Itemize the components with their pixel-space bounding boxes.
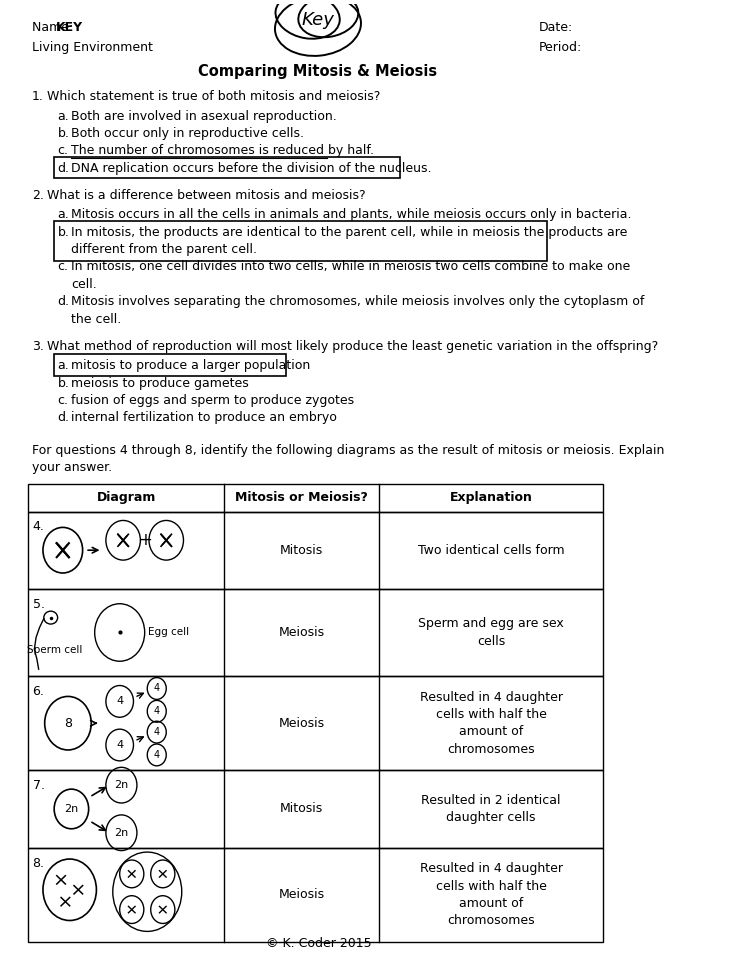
Text: internal fertilization to produce an embryo: internal fertilization to produce an emb… bbox=[71, 411, 338, 425]
Text: Meiosis: Meiosis bbox=[278, 716, 324, 730]
Text: Both occur only in reproductive cells.: Both occur only in reproductive cells. bbox=[71, 127, 305, 140]
Text: c.: c. bbox=[58, 260, 69, 273]
Text: Name:: Name: bbox=[32, 21, 77, 34]
Text: b.: b. bbox=[58, 127, 69, 140]
Text: c.: c. bbox=[58, 144, 69, 157]
Text: different from the parent cell.: different from the parent cell. bbox=[71, 243, 257, 256]
Text: Key: Key bbox=[302, 11, 335, 29]
Text: 4: 4 bbox=[154, 727, 160, 737]
Text: d.: d. bbox=[58, 295, 69, 308]
Text: 8.: 8. bbox=[33, 856, 44, 870]
Text: Meiosis: Meiosis bbox=[278, 626, 324, 639]
Text: What method of reproduction will most likely produce the least genetic variation: What method of reproduction will most li… bbox=[47, 340, 658, 353]
Text: Mitosis involves separating the chromosomes, while meiosis involves only the cyt: Mitosis involves separating the chromoso… bbox=[71, 295, 644, 308]
Text: For questions 4 through 8, identify the following diagrams as the result of mito: For questions 4 through 8, identify the … bbox=[32, 444, 664, 457]
Text: cells: cells bbox=[477, 635, 505, 647]
Text: 1.: 1. bbox=[32, 90, 44, 103]
Text: Comparing Mitosis & Meiosis: Comparing Mitosis & Meiosis bbox=[198, 63, 437, 79]
Text: What is a difference between mitosis and meiosis?: What is a difference between mitosis and… bbox=[47, 190, 366, 202]
Text: 7.: 7. bbox=[33, 780, 44, 792]
Text: Two identical cells form: Two identical cells form bbox=[418, 543, 564, 557]
Text: 2.: 2. bbox=[32, 190, 44, 202]
Text: Resulted in 4 daughter: Resulted in 4 daughter bbox=[420, 862, 563, 875]
Text: +: + bbox=[138, 532, 152, 549]
Text: 5.: 5. bbox=[33, 598, 44, 610]
Text: c.: c. bbox=[58, 394, 69, 407]
Text: chromosomes: chromosomes bbox=[448, 743, 535, 755]
Text: a.: a. bbox=[58, 110, 69, 122]
Text: 3.: 3. bbox=[32, 340, 44, 353]
Text: your answer.: your answer. bbox=[32, 462, 112, 474]
Text: 4.: 4. bbox=[33, 520, 44, 534]
Text: 4: 4 bbox=[154, 683, 160, 693]
Text: KEY: KEY bbox=[56, 21, 83, 34]
Text: Mitosis: Mitosis bbox=[280, 803, 323, 816]
Text: meiosis to produce gametes: meiosis to produce gametes bbox=[71, 377, 249, 390]
Text: Egg cell: Egg cell bbox=[148, 628, 190, 638]
Text: Period:: Period: bbox=[539, 41, 582, 53]
Text: 2n: 2n bbox=[114, 828, 128, 838]
Text: Resulted in 4 daughter: Resulted in 4 daughter bbox=[420, 691, 563, 704]
Text: amount of: amount of bbox=[459, 897, 523, 910]
Text: d.: d. bbox=[58, 161, 69, 175]
Text: Living Environment: Living Environment bbox=[32, 41, 152, 53]
Text: Mitosis or Meiosis?: Mitosis or Meiosis? bbox=[235, 491, 368, 504]
Text: Meiosis: Meiosis bbox=[278, 888, 324, 901]
Text: Mitosis: Mitosis bbox=[280, 543, 323, 557]
Text: In mitosis, the products are identical to the parent cell, while in meiosis the : In mitosis, the products are identical t… bbox=[71, 226, 628, 239]
Text: 2n: 2n bbox=[114, 781, 128, 790]
Text: In mitosis, one cell divides into two cells, while in meiosis two cells combine : In mitosis, one cell divides into two ce… bbox=[71, 260, 631, 273]
Text: The number of chromosomes is reduced by half.: The number of chromosomes is reduced by … bbox=[71, 144, 375, 157]
Text: Which statement is true of both mitosis and meiosis?: Which statement is true of both mitosis … bbox=[47, 90, 381, 103]
Text: 4: 4 bbox=[116, 696, 123, 707]
Text: cells with half the: cells with half the bbox=[436, 708, 547, 721]
Text: 8: 8 bbox=[64, 716, 72, 730]
Text: b.: b. bbox=[58, 377, 69, 390]
Text: 4: 4 bbox=[116, 740, 123, 750]
Text: a.: a. bbox=[58, 360, 69, 372]
Text: Sperm and egg are sex: Sperm and egg are sex bbox=[418, 617, 564, 630]
Text: 4: 4 bbox=[154, 750, 160, 760]
Text: DNA replication occurs before the division of the nucleus.: DNA replication occurs before the divisi… bbox=[71, 161, 432, 175]
Text: d.: d. bbox=[58, 411, 69, 425]
Text: cell.: cell. bbox=[71, 278, 97, 291]
Text: Diagram: Diagram bbox=[96, 491, 156, 504]
Text: Resulted in 2 identical: Resulted in 2 identical bbox=[421, 794, 561, 807]
Text: Date:: Date: bbox=[539, 21, 573, 34]
Text: the cell.: the cell. bbox=[71, 313, 122, 326]
Text: Explanation: Explanation bbox=[450, 491, 533, 504]
Text: Mitosis occurs in all the cells in animals and plants, while meiosis occurs only: Mitosis occurs in all the cells in anima… bbox=[71, 208, 632, 222]
Text: daughter cells: daughter cells bbox=[446, 811, 536, 824]
Text: cells with half the: cells with half the bbox=[436, 880, 547, 892]
Text: a.: a. bbox=[58, 208, 69, 222]
Text: 4: 4 bbox=[154, 707, 160, 716]
Text: Both are involved in asexual reproduction.: Both are involved in asexual reproductio… bbox=[71, 110, 337, 122]
Text: amount of: amount of bbox=[459, 725, 523, 739]
Text: mitosis to produce a larger population: mitosis to produce a larger population bbox=[71, 360, 311, 372]
Text: 2n: 2n bbox=[64, 804, 79, 814]
Text: 6.: 6. bbox=[33, 685, 44, 698]
Text: fusion of eggs and sperm to produce zygotes: fusion of eggs and sperm to produce zygo… bbox=[71, 394, 354, 407]
Text: chromosomes: chromosomes bbox=[448, 915, 535, 927]
Text: © K. Coder 2015: © K. Coder 2015 bbox=[265, 937, 371, 950]
Text: b.: b. bbox=[58, 226, 69, 239]
Text: Sperm cell: Sperm cell bbox=[28, 645, 82, 655]
